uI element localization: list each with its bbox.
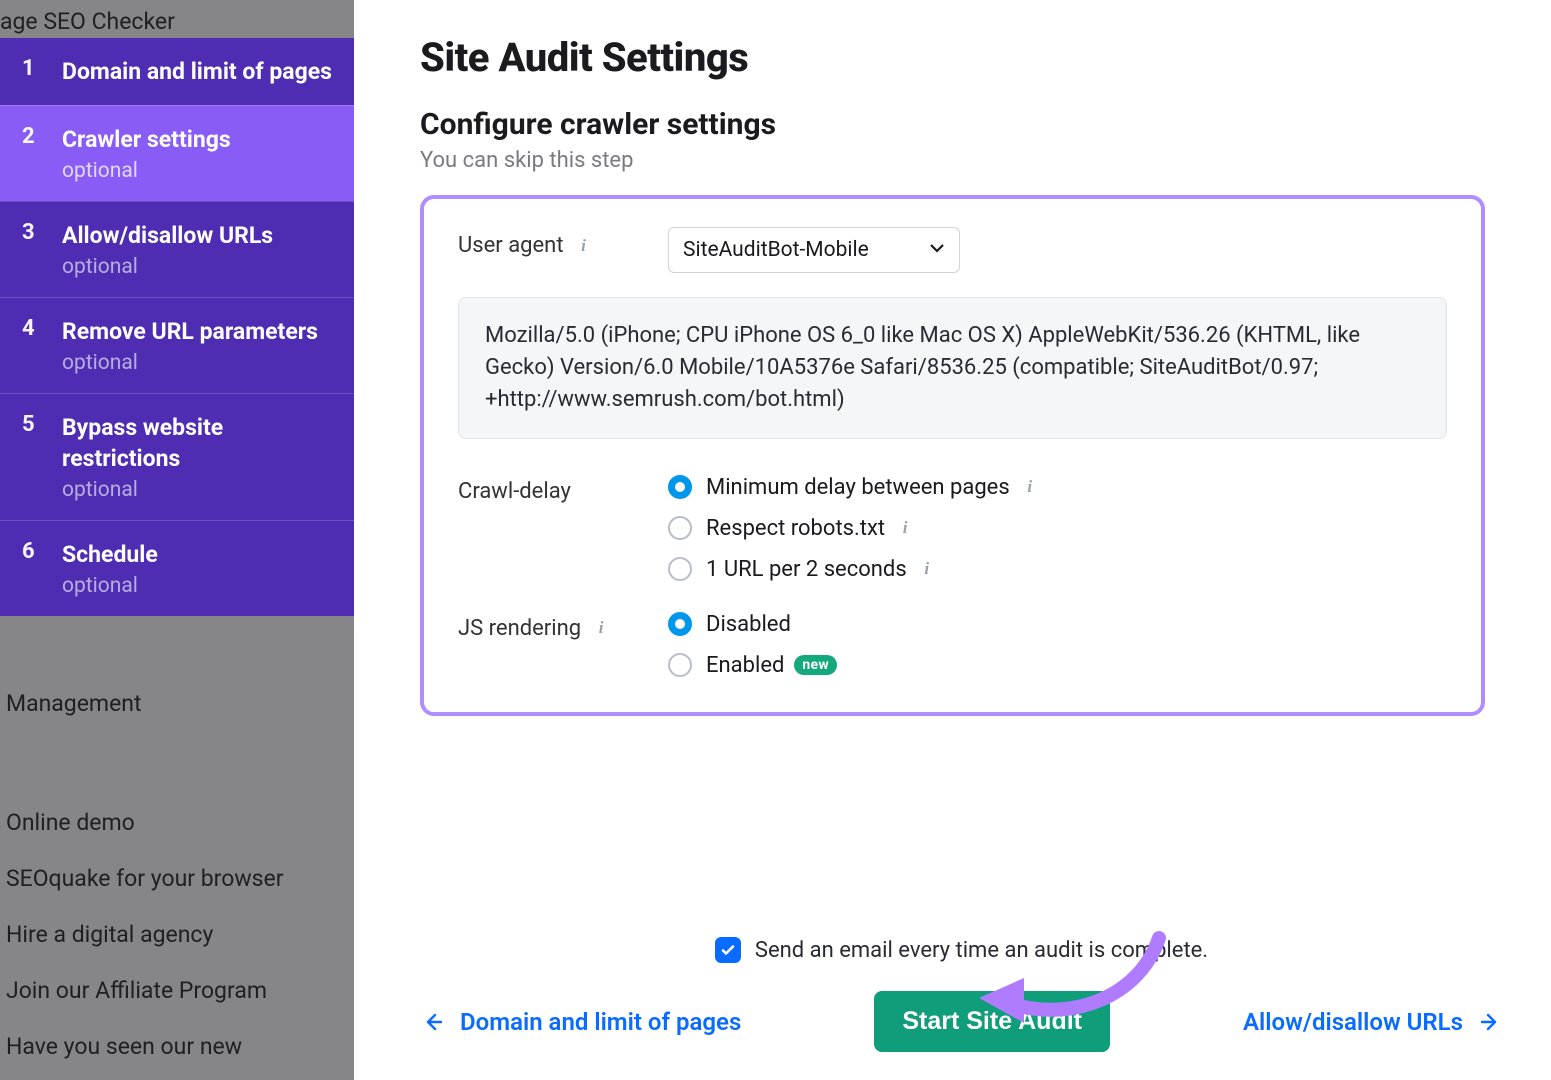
step-label: Bypass website restrictions [62,414,223,472]
radio-min-delay[interactable]: Minimum delay between pages i [668,475,1040,500]
arrow-left-icon [420,1010,444,1034]
label-text: JS rendering [458,616,581,641]
step-sublabel: optional [62,159,231,183]
bg-nav-link[interactable]: SEOquake for your browser [0,850,354,906]
step-label: Domain and limit of pages [62,56,332,87]
left-column: age SEO Checker Management s Online demo… [0,0,354,1080]
bg-nav-link[interactable]: Join our Affiliate Program [0,962,354,1018]
info-icon[interactable]: i [591,618,611,638]
page-title: Site Audit Settings [420,34,1485,81]
email-checkbox[interactable] [715,937,741,963]
step-number: 2 [22,124,42,149]
wizard-steps: 1 Domain and limit of pages 2 Crawler se… [0,38,354,616]
info-icon[interactable]: i [917,559,937,579]
crawl-delay-row: Crawl-delay Minimum delay between pages … [458,473,1447,582]
wizard-step-crawler-settings[interactable]: 2 Crawler settings optional [0,105,354,201]
prev-step-link[interactable]: Domain and limit of pages [420,1007,741,1037]
email-notify-row: Send an email every time an audit is com… [420,937,1503,963]
label-text: Crawl-delay [458,479,571,504]
info-icon[interactable]: i [574,236,594,256]
step-sublabel: optional [62,574,158,598]
crawl-delay-options: Minimum delay between pages i Respect ro… [668,473,1040,582]
prev-step-label: Domain and limit of pages [460,1007,741,1037]
footer: Send an email every time an audit is com… [420,937,1503,1052]
radio-respect-robots[interactable]: Respect robots.txt i [668,516,1040,541]
radio-js-disabled[interactable]: Disabled [668,612,837,637]
step-number: 3 [22,220,42,245]
main-panel: Site Audit Settings Configure crawler se… [354,0,1551,1080]
js-rendering-label: JS rendering i [458,610,668,641]
next-step-label: Allow/disallow URLs [1243,1008,1463,1036]
step-label: Schedule [62,541,158,568]
step-number: 1 [22,56,42,81]
radio-label: Enabled [706,653,784,678]
start-site-audit-button[interactable]: Start Site Audit [874,991,1110,1052]
radio-dot-icon [668,475,692,499]
info-icon[interactable]: i [895,518,915,538]
email-notify-label: Send an email every time an audit is com… [755,938,1208,963]
wizard-step-allow-disallow[interactable]: 3 Allow/disallow URLs optional [0,201,354,297]
bg-nav-links: Online demo SEOquake for your browser Hi… [0,794,354,1080]
new-badge: new [794,655,837,675]
wizard-step-domain-pages[interactable]: 1 Domain and limit of pages [0,38,354,105]
arrow-right-icon [1479,1010,1503,1034]
radio-label: 1 URL per 2 seconds [706,557,907,582]
step-number: 5 [22,412,42,437]
chevron-down-icon [929,238,945,262]
wizard-step-schedule[interactable]: 6 Schedule optional [0,520,354,616]
js-rendering-row: JS rendering i Disabled Enabled [458,610,1447,678]
step-sublabel: optional [62,351,318,375]
wizard-step-bypass-restrictions[interactable]: 5 Bypass website restrictions optional [0,393,354,520]
next-step-link[interactable]: Allow/disallow URLs [1243,1008,1503,1036]
radio-js-enabled[interactable]: Enabled new [668,653,837,678]
step-sublabel: optional [62,478,332,502]
step-label: Crawler settings [62,126,231,153]
radio-dot-icon [668,612,692,636]
user-agent-row: User agent i SiteAuditBot-Mobile [458,227,1447,273]
js-rendering-options: Disabled Enabled new [668,610,837,678]
wizard-step-remove-url-params[interactable]: 4 Remove URL parameters optional [0,297,354,393]
crawler-settings-box: User agent i SiteAuditBot-Mobile Mozilla… [420,195,1485,716]
step-label: Allow/disallow URLs [62,222,273,249]
crawl-delay-label: Crawl-delay [458,473,668,504]
bg-nav-link[interactable]: Have you seen our new [0,1018,354,1074]
skip-hint: You can skip this step [420,148,1485,173]
section-subtitle: Configure crawler settings [420,107,1485,142]
step-label: Remove URL parameters [62,318,318,345]
radio-label: Minimum delay between pages [706,475,1010,500]
radio-1url-2sec[interactable]: 1 URL per 2 seconds i [668,557,1040,582]
step-number: 6 [22,539,42,564]
radio-dot-icon [668,557,692,581]
step-sublabel: optional [62,255,273,279]
footer-nav: Domain and limit of pages Start Site Aud… [420,991,1503,1052]
user-agent-select[interactable]: SiteAuditBot-Mobile [668,227,960,273]
bg-nav-link[interactable]: Online demo [0,794,354,850]
radio-label: Disabled [706,612,791,637]
radio-dot-icon [668,653,692,677]
bg-nav-link[interactable]: Hire a digital agency [0,906,354,962]
info-icon[interactable]: i [1020,477,1040,497]
user-agent-string: Mozilla/5.0 (iPhone; CPU iPhone OS 6_0 l… [458,297,1447,439]
step-number: 4 [22,316,42,341]
radio-dot-icon [668,516,692,540]
label-text: User agent [458,233,564,258]
bg-nav-mid-item: Management [6,690,142,717]
select-value: SiteAuditBot-Mobile [683,238,869,262]
user-agent-label: User agent i [458,227,668,258]
radio-label: Respect robots.txt [706,516,885,541]
